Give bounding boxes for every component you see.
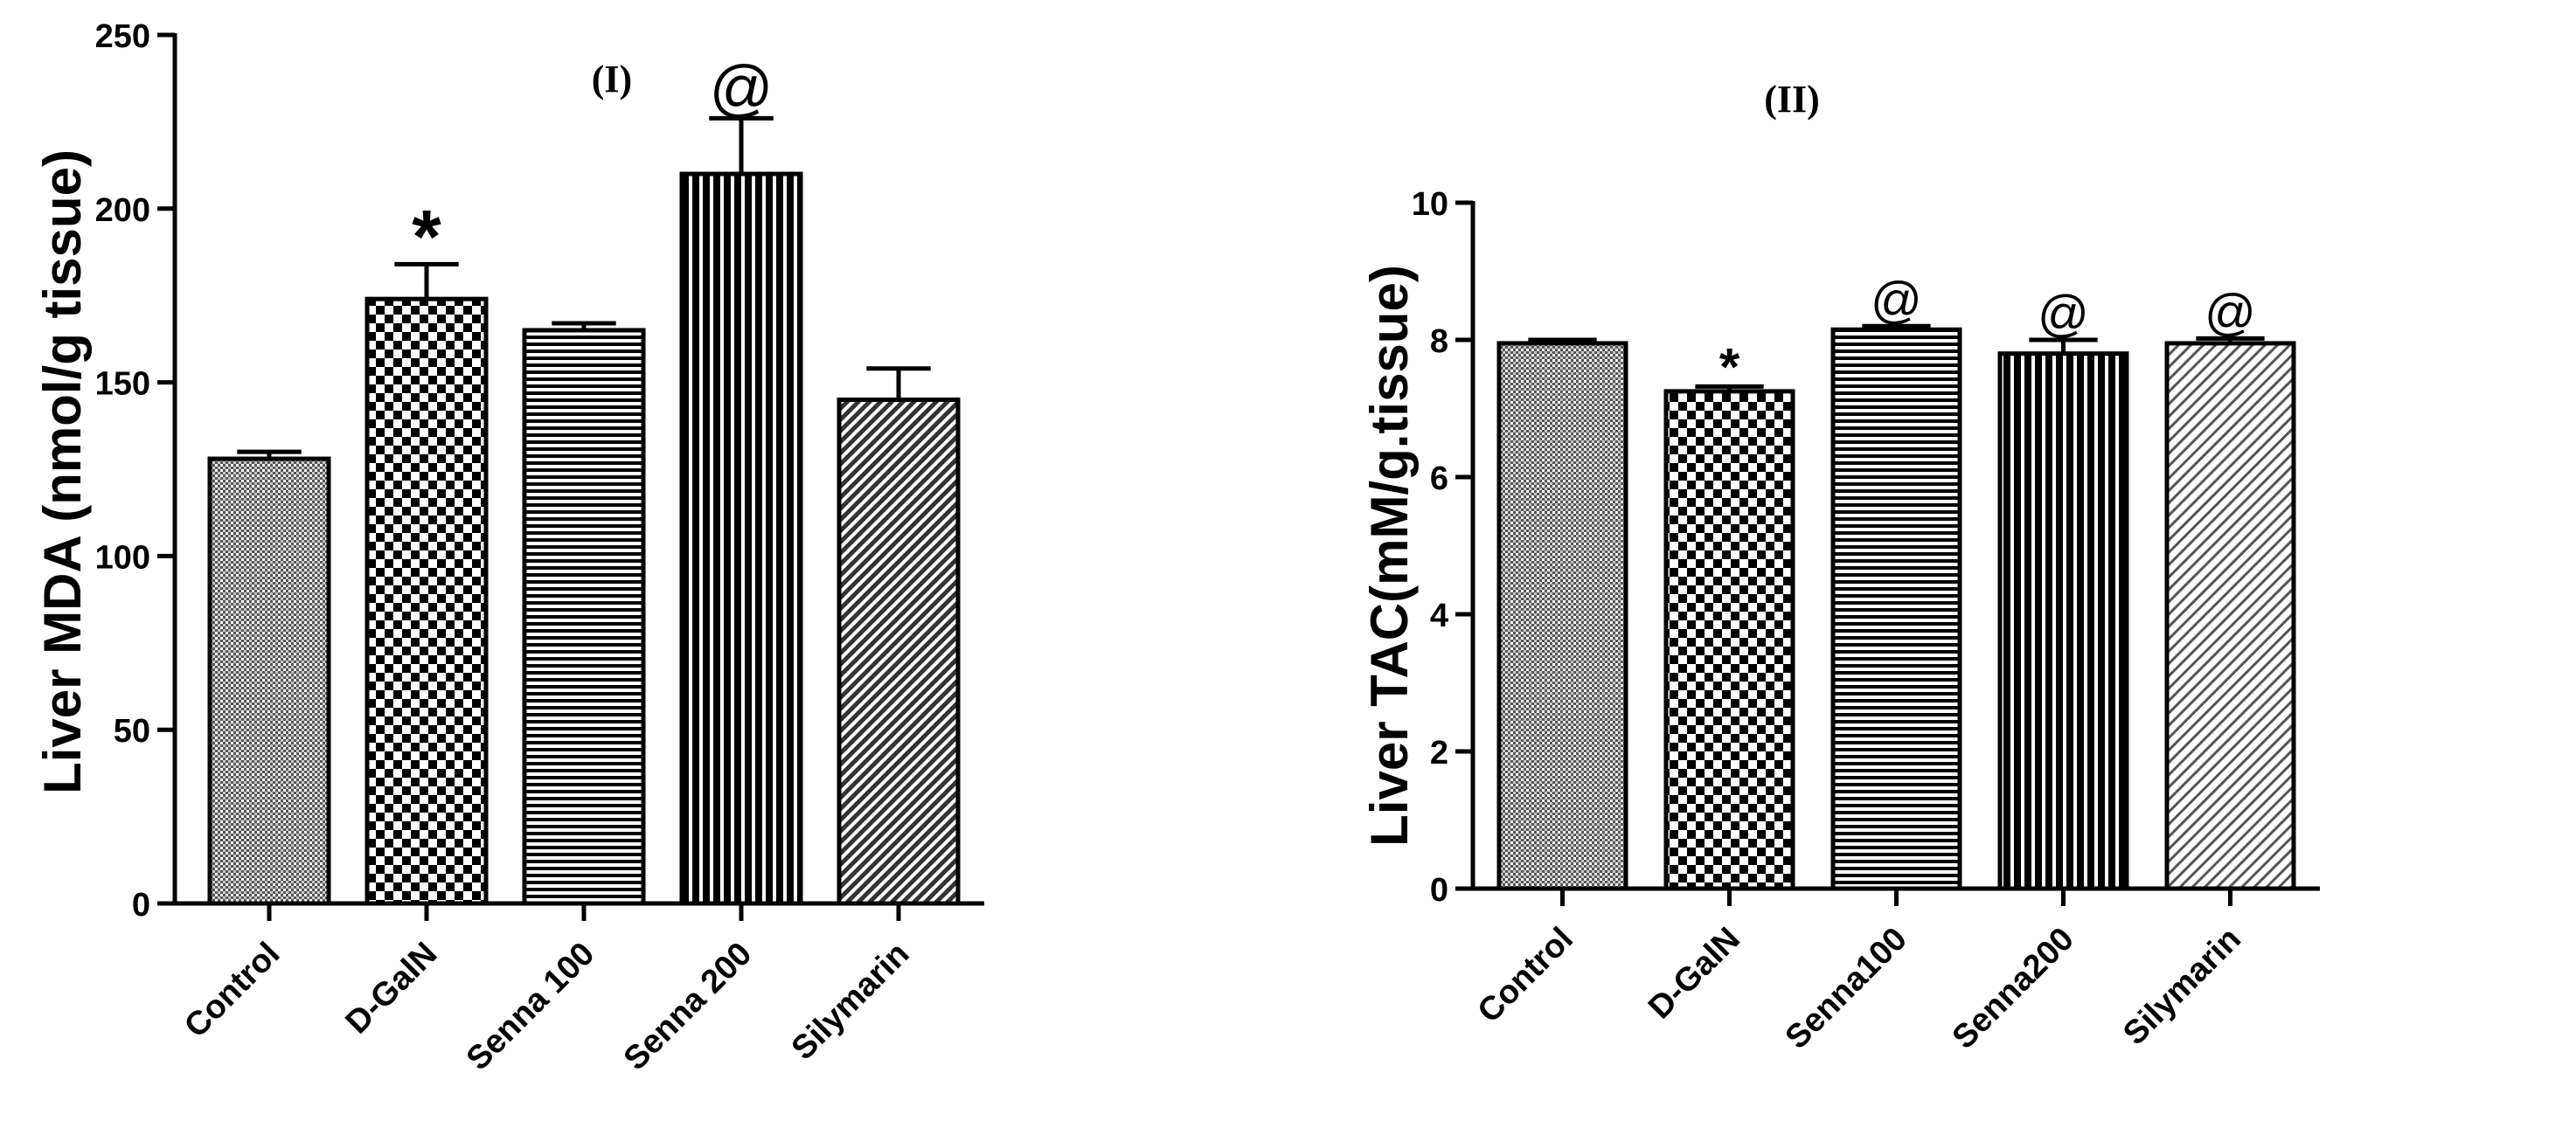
y-axis: 0 2 4 6 8 10 xyxy=(1412,186,1475,909)
bar-d-galn xyxy=(365,296,489,906)
x-tick-label: Silymarin xyxy=(785,936,917,1068)
y-tick-label: 10 xyxy=(1412,186,1448,223)
annotations: * @ @ @ xyxy=(1719,272,2256,396)
bar-senna-100 xyxy=(522,328,646,906)
x-axis: Control D-GalN Senna100 Senna200 Silymarin xyxy=(1471,886,2320,1056)
x-tick-label: Senna100 xyxy=(1779,921,1914,1056)
y-axis-title: Liver TAC(mM/g.tissue) xyxy=(1360,265,1419,847)
bars xyxy=(1496,323,2296,891)
bar-d-galn xyxy=(1663,389,1795,891)
bars xyxy=(207,115,961,906)
y-tick-label: 250 xyxy=(95,18,150,55)
x-tick-label: Silymarin xyxy=(2116,921,2248,1053)
y-tick-label: 200 xyxy=(95,192,150,229)
significance-marker: @ xyxy=(2038,286,2089,343)
x-tick-label: Senna 100 xyxy=(460,936,602,1078)
bar-control xyxy=(1496,341,1628,891)
x-tick-label: Control xyxy=(177,936,287,1045)
y-tick-label: 0 xyxy=(1430,872,1448,909)
significance-marker: * xyxy=(1719,337,1740,396)
y-tick-label: 100 xyxy=(95,539,150,576)
y-tick-label: 150 xyxy=(95,366,150,403)
y-tick-label: 6 xyxy=(1430,460,1448,497)
x-tick-label: Senna200 xyxy=(1946,921,2081,1056)
y-tick-label: 8 xyxy=(1430,323,1448,360)
significance-marker: @ xyxy=(1871,272,1922,329)
x-tick-label: D-GalN xyxy=(1642,921,1747,1027)
chart-title: (II) xyxy=(1764,78,1820,121)
y-tick-label: 2 xyxy=(1430,735,1448,772)
significance-marker: @ xyxy=(2205,284,2256,341)
y-axis: 0 50 100 150 200 250 xyxy=(95,18,177,924)
bar-silymarin xyxy=(2164,341,2296,891)
chart-panel-II: (II) Liver TAC(mM/g.tissue) 0 2 4 6 8 10 Cont… xyxy=(1360,78,2320,1056)
y-tick-label: 4 xyxy=(1430,598,1448,634)
x-tick-label: D-GalN xyxy=(339,936,445,1042)
bar-silymarin xyxy=(837,397,961,906)
chart-title: (I) xyxy=(592,58,632,100)
significance-marker: @ xyxy=(709,53,773,123)
x-tick-label: Control xyxy=(1471,921,1580,1030)
y-tick-label: 0 xyxy=(132,887,150,924)
bar-senna100 xyxy=(1830,327,1962,891)
bar-senna-200 xyxy=(679,171,803,906)
chart-panel-I: (I) Liver MDA (nmol/g tissue) 0 50 100 150 2… xyxy=(33,18,984,1077)
x-axis: Control D-GalN Senna 100 Senna 200 Silymarin xyxy=(175,901,984,1078)
bar-senna200 xyxy=(1997,351,2129,891)
x-tick-label: Senna 200 xyxy=(617,936,760,1078)
y-axis-title: Liver MDA (nmol/g tissue) xyxy=(33,149,92,794)
significance-marker: * xyxy=(412,195,441,279)
bar-control xyxy=(207,456,331,906)
annotations: *@ xyxy=(412,53,773,279)
y-tick-label: 50 xyxy=(114,713,150,750)
